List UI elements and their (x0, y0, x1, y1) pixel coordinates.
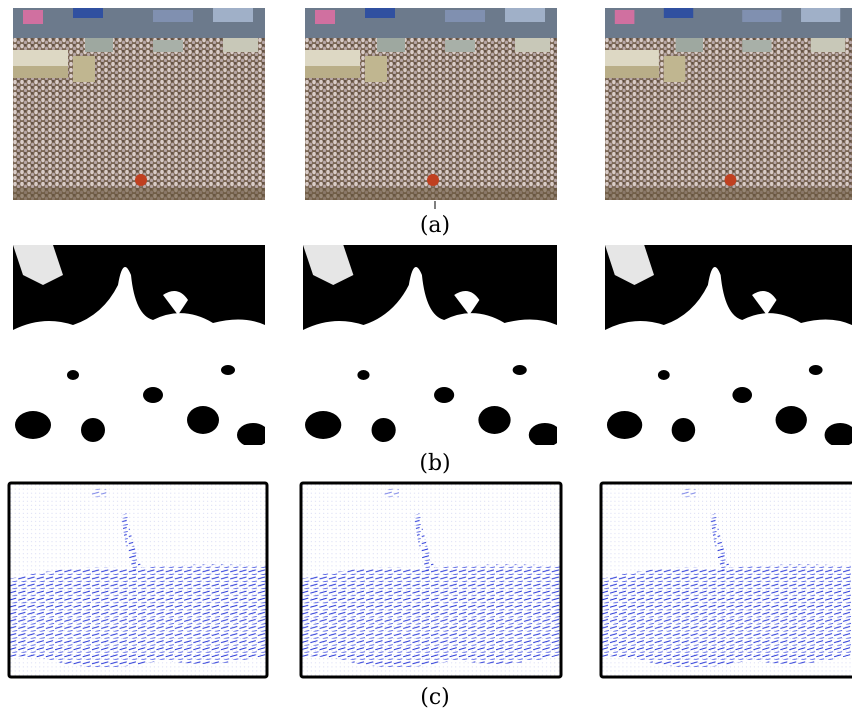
crowd-frame (605, 8, 852, 200)
frame-border (7, 481, 269, 679)
caption: (c) (420, 685, 450, 710)
frame-border (299, 481, 563, 679)
mask-frame (303, 245, 557, 445)
flow-frame (9, 483, 267, 677)
mask-frame (13, 245, 265, 445)
caption: (b) (419, 451, 450, 476)
flow-frame (301, 483, 561, 677)
frame-border (599, 481, 852, 679)
flow-frame (601, 483, 852, 677)
mask-frame (605, 245, 852, 445)
crowd-frame (305, 8, 557, 200)
crowd-frame (13, 8, 265, 200)
caption: (a) (420, 213, 450, 238)
